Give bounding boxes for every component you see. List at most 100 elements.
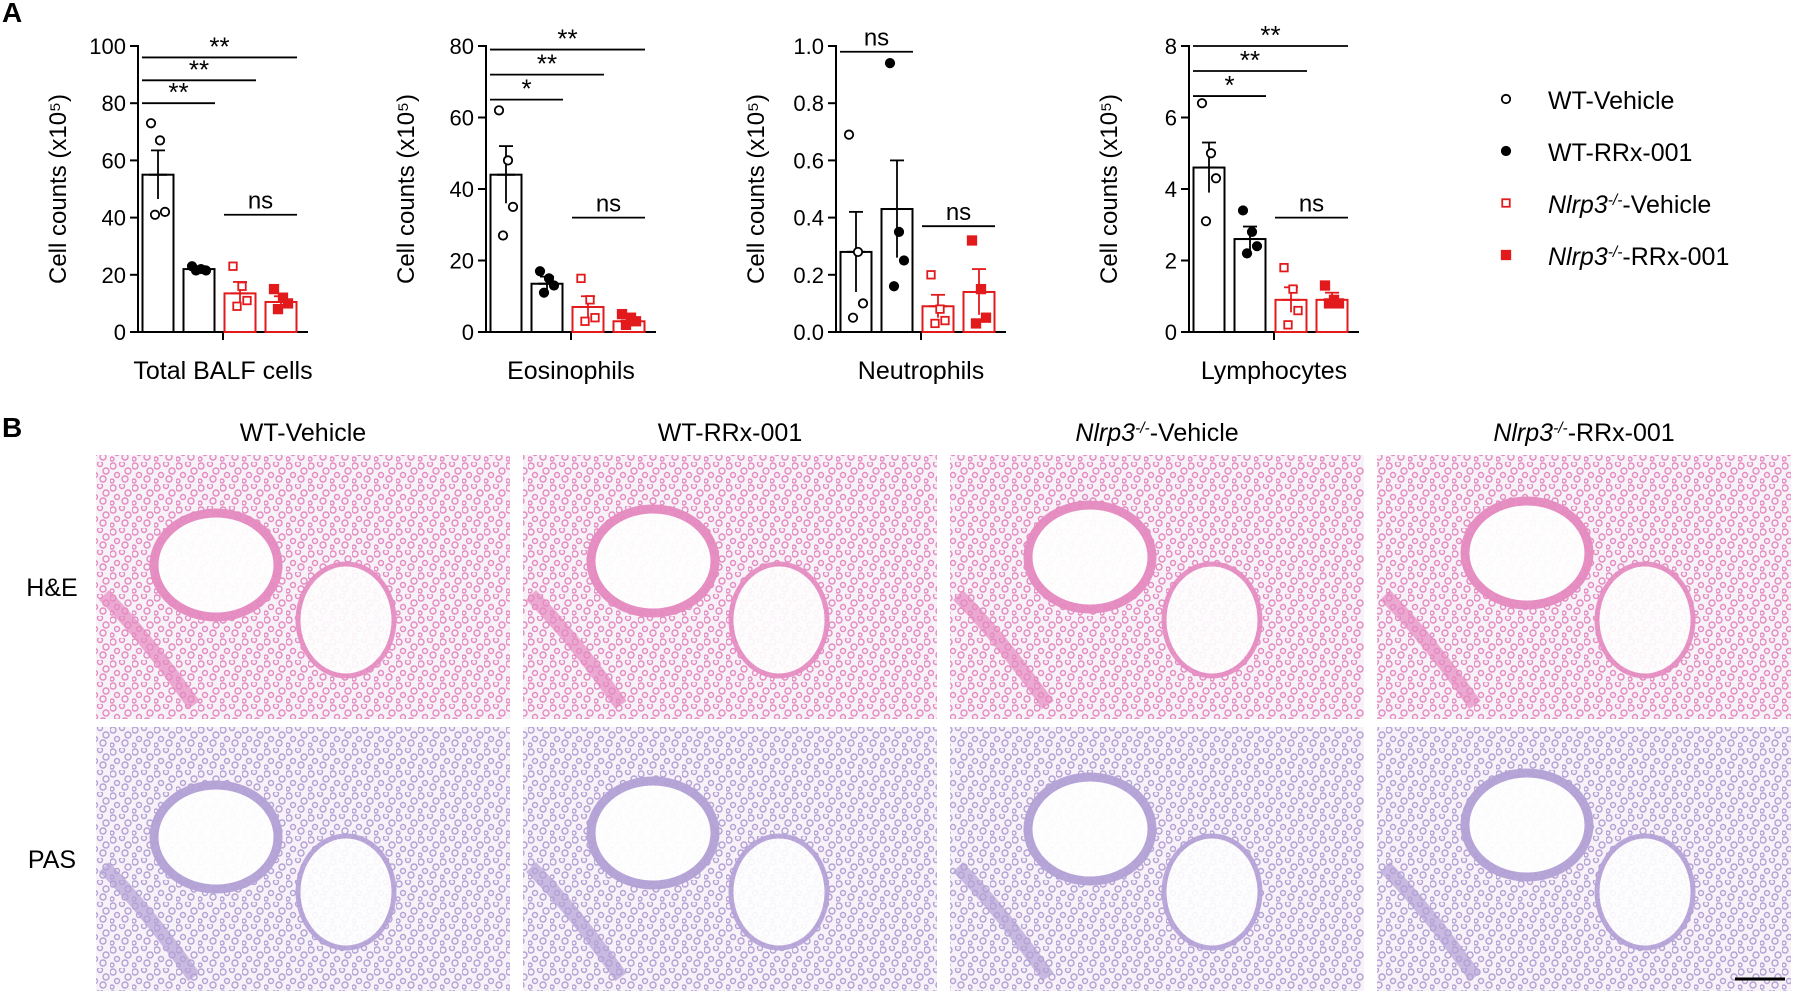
micrograph-PAS-1 [523,727,937,991]
vessel [728,833,830,951]
chart-0: 0 20 40 60 80 100 Cell counts (x10⁵) Total BALF… [45,31,313,385]
data-point [898,255,910,266]
significance-label: ** [1260,20,1280,50]
data-point [282,298,294,309]
panel-label-b: B [2,412,22,443]
legend-label-2: Nlrp3-/--Vehicle [1548,191,1711,219]
significance-label: ** [189,54,209,84]
tissue-background [950,455,1364,719]
airway [1023,500,1157,614]
data-point [980,312,992,323]
vessel [1161,561,1263,679]
vessel-wall [99,862,200,982]
vessel-wall [526,590,627,710]
data-point [616,308,628,320]
airway [1460,496,1594,610]
histology-row-label-0: H&E [26,574,77,602]
y-tick-label: 60 [102,148,126,173]
data-point [497,230,509,241]
significance-label: ** [557,24,577,54]
data-point [630,316,642,327]
histology-row-label-1: PAS [28,846,76,874]
data-point [543,273,555,284]
data-point [502,155,514,166]
y-tick-label: 1.0 [793,34,824,59]
legend-marker-0 [1500,93,1512,105]
data-point [843,129,855,140]
airway [1023,772,1157,886]
y-tick-label: 80 [102,91,126,116]
data-point [893,226,905,237]
y-tick-label: 0.0 [793,320,824,345]
vessel-wall [526,862,627,982]
y-tick-label: 6 [1165,106,1177,131]
data-point [154,135,166,146]
micrograph-HE-0 [96,455,510,719]
legend-marker-1 [1500,145,1512,157]
data-point [1200,216,1212,227]
airway [586,504,720,618]
vessel-wall [1380,590,1481,710]
data-point [580,316,590,326]
data-point [1246,226,1258,237]
tissue-background [1377,727,1791,991]
data-point [926,270,936,280]
vessel-wall [1380,862,1481,982]
vessel [1594,561,1696,679]
significance-label: ns [864,25,889,52]
tissue-background [523,455,937,719]
data-point [232,301,242,311]
tissue-background [950,727,1364,991]
data-point [200,265,212,276]
data-point [966,235,978,246]
significance-label: ** [1240,45,1260,75]
vessel [728,561,830,679]
data-point [145,118,157,129]
y-tick-label: 20 [450,249,474,274]
data-point [1288,284,1298,294]
vessel [295,833,397,951]
data-point [1293,305,1303,316]
data-point [935,304,945,314]
data-point [1283,320,1293,330]
data-point [242,295,252,306]
data-point [1319,280,1331,291]
y-tick-label: 8 [1165,34,1177,59]
panel-label-a: A [2,0,22,28]
significance-label: ** [537,49,557,79]
data-point [970,318,982,329]
tissue-background [523,727,937,991]
data-point [1279,262,1289,273]
micrograph-PAS-3 [1377,727,1791,991]
data-point [1205,148,1217,159]
y-tick-label: 0.8 [793,91,824,116]
data-point [268,283,280,295]
data-point [1241,248,1253,259]
bar-0 [1192,166,1226,333]
legend-marker-2 [1501,198,1511,208]
micrograph-HE-2 [950,455,1364,719]
y-axis-label: Cell counts (x10⁵) [393,94,420,284]
histology-column-title-2: Nlrp3-/--Vehicle [1075,419,1238,447]
data-point [620,319,632,331]
data-point [1210,173,1222,184]
chart-2: 0.0 0.2 0.4 0.6 0.8 1.0 Cell counts (x10⁵) Neut… [743,25,1006,385]
data-point [585,295,595,305]
significance-label: ** [209,31,229,61]
data-point [538,287,550,298]
data-point [1237,205,1249,216]
airway [149,780,283,894]
x-axis-label: Eosinophils [507,357,635,385]
y-axis-label: Cell counts (x10⁵) [743,94,770,284]
data-point [1333,298,1345,309]
y-axis-label: Cell counts (x10⁵) [45,94,72,284]
y-tick-label: 4 [1165,177,1177,202]
legend: WT-Vehicle WT-RRx-001 Nlrp3-/--Vehicle Nlrp… [1500,87,1729,271]
y-tick-label: 0.6 [793,148,824,173]
histology-column-title-1: WT-RRx-001 [658,419,802,447]
data-point [493,105,505,116]
data-point [548,280,560,291]
vessel-wall [953,862,1054,982]
